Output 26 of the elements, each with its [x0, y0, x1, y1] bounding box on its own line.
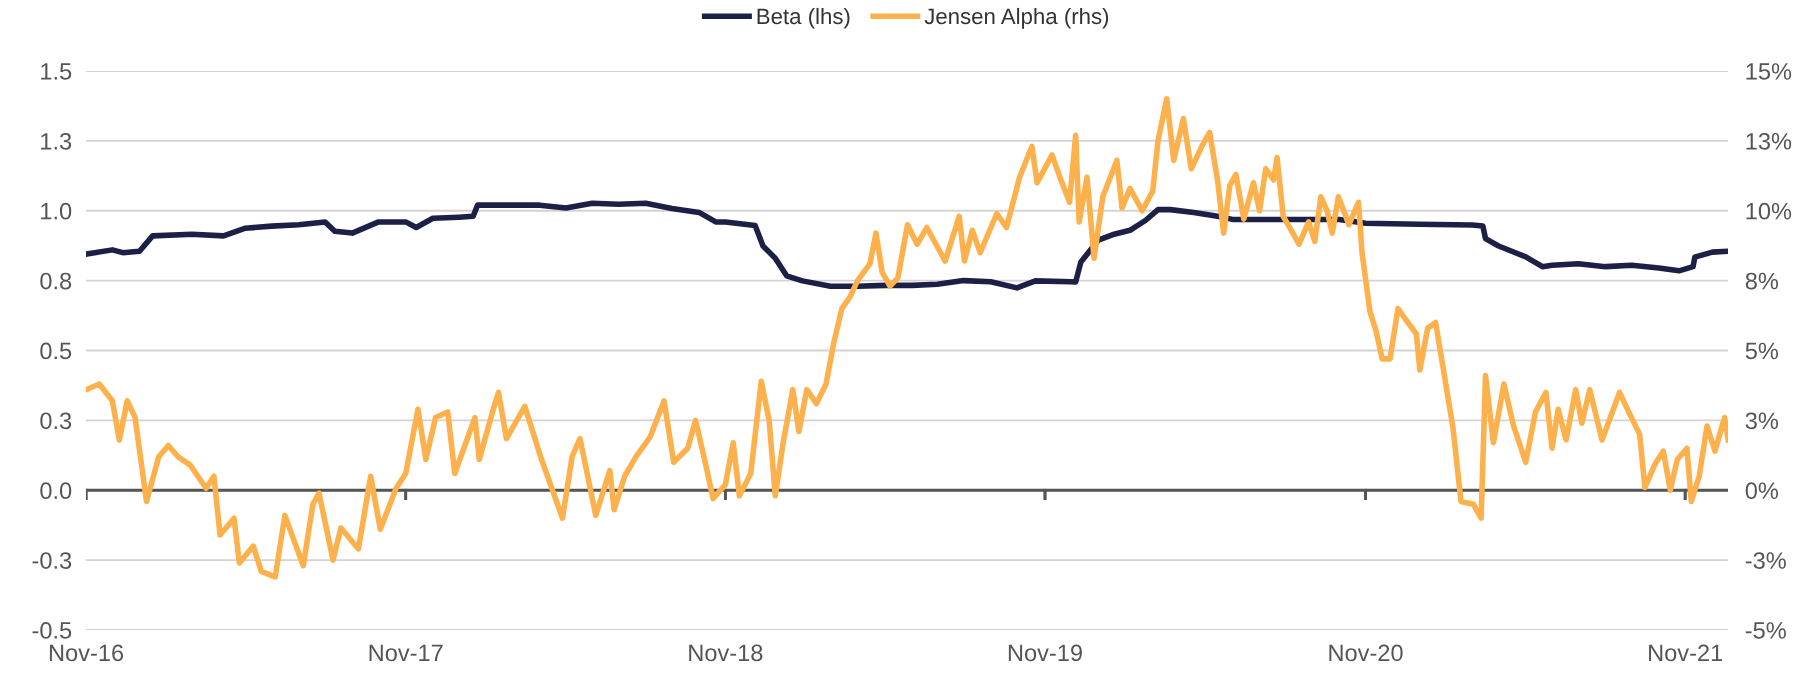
y2-tick-label: 15%	[1746, 63, 1792, 80]
y-tick-label: 0.0	[40, 482, 72, 500]
y2-tick-label: 5%	[1745, 342, 1779, 360]
y-tick-label: 1.5	[41, 63, 72, 80]
x-tick-label: Nov-20	[1329, 644, 1403, 662]
y-tick-label: -0.3	[32, 552, 72, 569]
y-tick-label: 1.3	[41, 132, 72, 150]
y2-tick-label: 13%	[1746, 132, 1792, 150]
x-tick-label: Nov-21	[1649, 644, 1723, 662]
y2-tick-label: 8%	[1745, 272, 1779, 290]
y2-tick-label: 3%	[1745, 412, 1779, 430]
y2-tick-label: -3%	[1745, 552, 1786, 569]
legend-label: Jensen Alpha (rhs)	[924, 7, 1109, 29]
legend-label: Beta (lhs)	[757, 7, 850, 29]
x-tick-label: Nov-16	[49, 644, 124, 662]
x-tick-label: Nov-17	[369, 644, 443, 662]
x-tick-label: Nov-19	[1008, 644, 1082, 662]
y-tick-label: 0.5	[40, 342, 72, 360]
y2-tick-label: 10%	[1746, 202, 1792, 220]
y2-tick-label: 0%	[1745, 482, 1779, 500]
y-tick-label: 1.0	[41, 202, 72, 220]
y2-tick-label: -5%	[1745, 622, 1786, 639]
y-tick-label: -0.5	[32, 622, 72, 639]
y-tick-label: 0.3	[40, 412, 72, 430]
x-tick-label: Nov-18	[689, 644, 763, 662]
y-tick-label: 0.8	[40, 272, 72, 290]
